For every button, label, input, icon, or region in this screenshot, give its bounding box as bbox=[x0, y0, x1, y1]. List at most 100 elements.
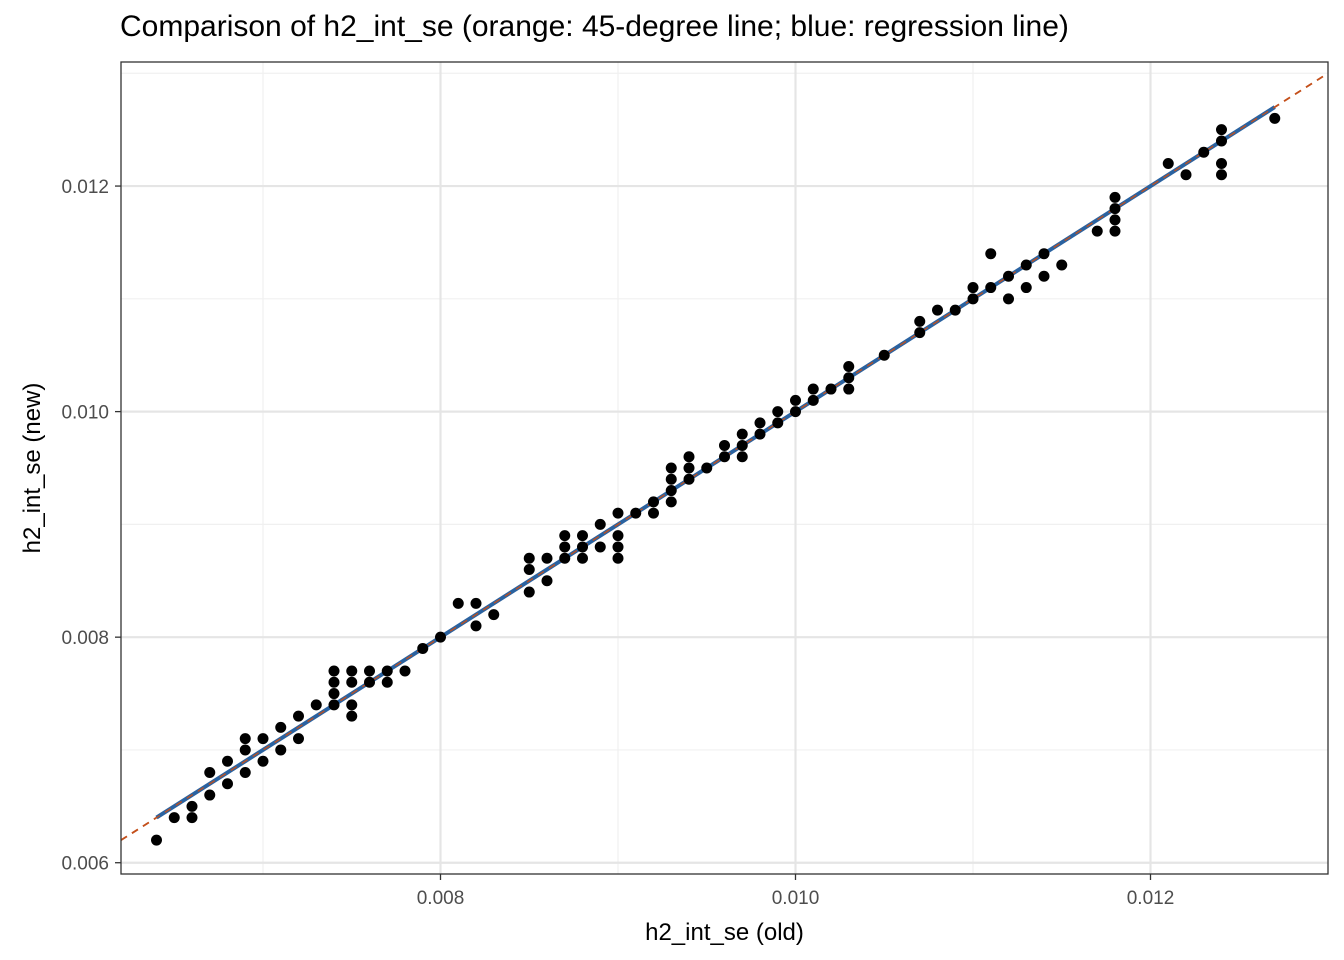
data-point bbox=[328, 676, 340, 688]
data-point bbox=[1056, 259, 1068, 271]
data-point bbox=[878, 349, 890, 361]
data-point bbox=[399, 665, 411, 677]
data-point bbox=[222, 755, 233, 767]
y-tick-label: 0.008 bbox=[61, 628, 109, 649]
data-point bbox=[1216, 158, 1227, 169]
data-point bbox=[168, 812, 180, 824]
data-point bbox=[435, 631, 446, 643]
data-point bbox=[807, 383, 819, 395]
data-point bbox=[523, 552, 535, 564]
data-point bbox=[665, 462, 677, 474]
data-point bbox=[257, 733, 269, 745]
data-point bbox=[364, 676, 375, 688]
data-point bbox=[985, 282, 997, 294]
data-point bbox=[754, 417, 766, 429]
data-point bbox=[417, 642, 429, 654]
data-point bbox=[736, 428, 748, 440]
data-point bbox=[967, 293, 979, 305]
data-point bbox=[346, 710, 358, 722]
data-point bbox=[843, 372, 855, 384]
data-point bbox=[1216, 124, 1227, 136]
data-point bbox=[843, 383, 855, 395]
data-point bbox=[151, 834, 162, 846]
data-point bbox=[1109, 203, 1121, 215]
data-point bbox=[825, 383, 837, 395]
data-point bbox=[559, 552, 571, 564]
data-point bbox=[612, 552, 624, 564]
data-point bbox=[1038, 270, 1050, 282]
data-point bbox=[1216, 169, 1227, 181]
data-point bbox=[985, 248, 997, 260]
data-point bbox=[648, 507, 659, 519]
data-point bbox=[559, 530, 571, 542]
data-point bbox=[239, 744, 251, 756]
data-point bbox=[257, 755, 269, 767]
data-point bbox=[648, 496, 659, 508]
x-tick-label: 0.010 bbox=[772, 888, 820, 909]
data-point bbox=[204, 767, 216, 778]
data-point bbox=[1109, 225, 1121, 237]
data-point bbox=[488, 609, 500, 621]
data-point bbox=[1003, 270, 1014, 282]
data-point bbox=[275, 721, 287, 733]
data-point bbox=[665, 496, 677, 508]
data-point bbox=[772, 417, 784, 429]
data-point bbox=[275, 744, 287, 756]
data-point bbox=[577, 552, 588, 564]
data-point bbox=[1269, 112, 1281, 124]
data-point bbox=[736, 439, 748, 451]
data-point bbox=[523, 586, 535, 598]
data-point bbox=[577, 541, 588, 553]
x-axis-title: h2_int_se (old) bbox=[645, 919, 804, 946]
y-axis: 0.006 0.008 0.010 0.012 bbox=[61, 177, 121, 875]
data-point bbox=[1162, 158, 1174, 169]
data-point bbox=[790, 406, 801, 418]
data-point bbox=[932, 304, 943, 316]
y-tick-label: 0.010 bbox=[61, 403, 109, 424]
x-axis: 0.008 0.010 0.012 bbox=[417, 874, 1175, 909]
data-point bbox=[310, 699, 322, 711]
data-point bbox=[949, 304, 961, 316]
data-point bbox=[346, 676, 358, 688]
data-point bbox=[772, 406, 784, 418]
data-point bbox=[293, 710, 304, 722]
data-point bbox=[346, 699, 358, 711]
data-point bbox=[683, 451, 695, 463]
data-point bbox=[523, 564, 535, 575]
data-point bbox=[1091, 225, 1103, 237]
chart-title: Comparison of h2_int_se (orange: 45-degr… bbox=[120, 10, 1069, 43]
data-point bbox=[541, 552, 553, 564]
x-tick-label: 0.012 bbox=[1127, 888, 1175, 909]
data-points bbox=[151, 112, 1281, 846]
data-point bbox=[1216, 135, 1227, 147]
data-point bbox=[701, 462, 713, 474]
data-point bbox=[736, 451, 748, 463]
data-point bbox=[328, 665, 340, 677]
data-point bbox=[328, 699, 340, 711]
data-point bbox=[204, 789, 216, 801]
data-point bbox=[967, 282, 979, 294]
data-point bbox=[346, 665, 358, 677]
data-point bbox=[914, 327, 926, 339]
data-point bbox=[843, 361, 855, 372]
data-point bbox=[594, 518, 606, 530]
data-point bbox=[381, 665, 393, 677]
minor-gridlines bbox=[121, 62, 1328, 874]
data-point bbox=[239, 767, 251, 778]
data-point bbox=[612, 541, 624, 553]
data-point bbox=[470, 597, 482, 609]
data-point bbox=[683, 462, 695, 474]
data-point bbox=[1020, 282, 1032, 294]
data-point bbox=[665, 485, 677, 497]
x-tick-label: 0.008 bbox=[417, 888, 465, 909]
data-point bbox=[807, 394, 819, 406]
data-point bbox=[541, 575, 553, 587]
major-gridlines bbox=[121, 62, 1328, 874]
data-point bbox=[1003, 293, 1014, 305]
data-point bbox=[577, 530, 588, 542]
data-point bbox=[293, 733, 304, 745]
data-point bbox=[630, 507, 642, 519]
data-point bbox=[186, 800, 198, 812]
plot-panel-border bbox=[120, 61, 1329, 875]
